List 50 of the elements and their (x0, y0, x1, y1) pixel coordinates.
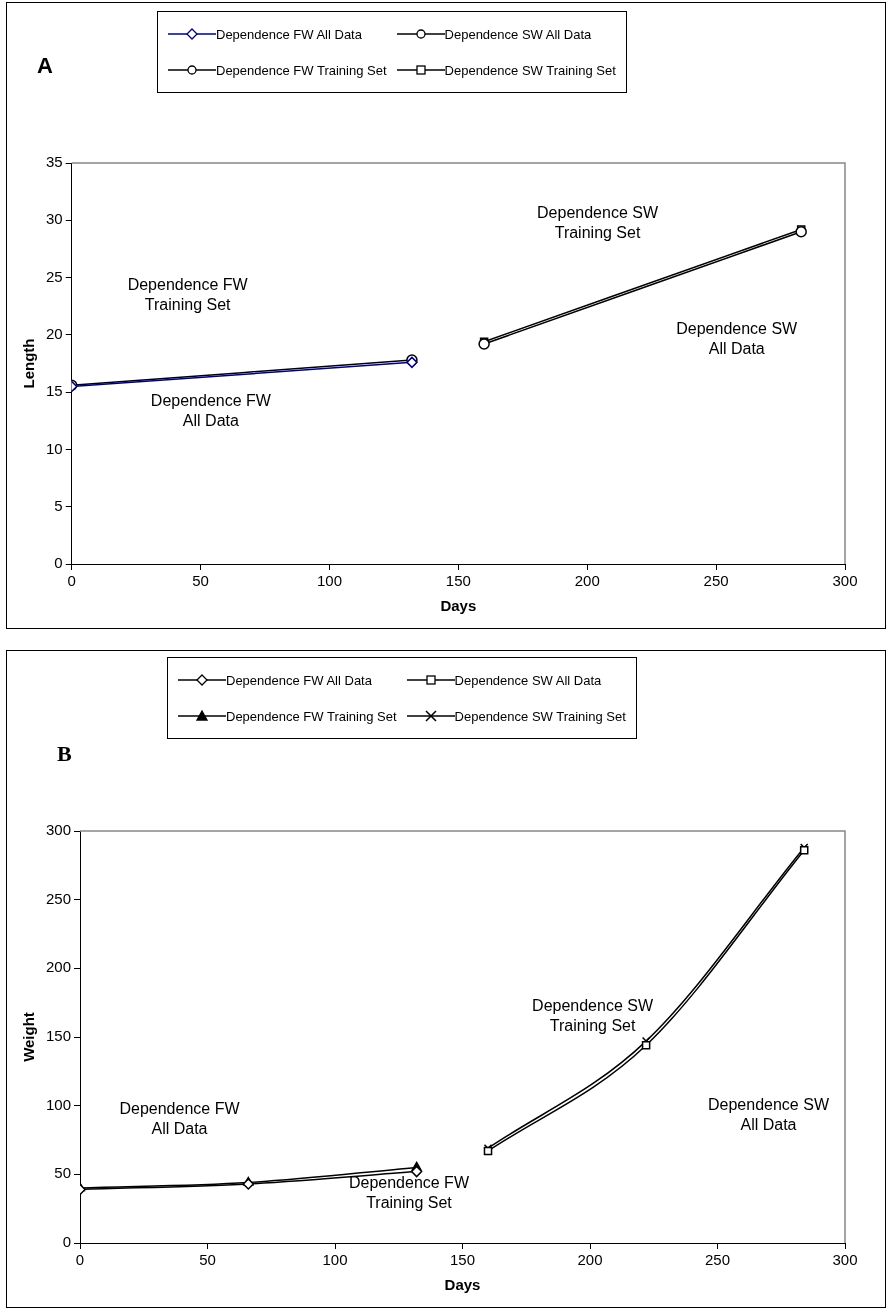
chart-title: B (57, 741, 72, 767)
x-axis-title: Days (444, 1276, 481, 1294)
legend-label: Dependence SW Training Set (444, 62, 616, 78)
y-tick-label: 0 (62, 1233, 72, 1251)
y-tick-label: 35 (46, 153, 63, 171)
y-tick-label: 300 (46, 821, 72, 839)
annotation: Dependence SW Training Set (537, 203, 659, 241)
y-tick-label: 10 (46, 439, 63, 457)
x-tick-label: 200 (574, 572, 600, 590)
legend-label: Dependence SW All Data (454, 672, 602, 688)
y-tick-label: 50 (54, 1164, 72, 1182)
legend-label: Dependence FW All Data (216, 26, 362, 42)
y-tick-label: 0 (54, 554, 63, 572)
y-tick-label: 25 (46, 267, 63, 285)
annotation: Dependence SW Training Set (532, 996, 654, 1034)
x-tick-label: 50 (192, 572, 209, 590)
legend-label: Dependence SW All Data (444, 26, 592, 42)
x-tick-label: 0 (75, 1251, 85, 1269)
annotation: Dependence SW All Data (708, 1095, 830, 1133)
chart-title: A (37, 53, 53, 79)
legend-label: Dependence FW Training Set (216, 62, 387, 78)
annotation: Dependence FW Training Set (127, 275, 249, 313)
annotation: Dependence FW Training Set (348, 1173, 470, 1211)
legend-label: Dependence FW All Data (226, 672, 372, 688)
x-tick-label: 100 (322, 1251, 348, 1269)
y-tick-label: 250 (46, 889, 72, 907)
annotation: Dependence FW All Data (119, 1099, 241, 1137)
x-axis-title: Days (440, 597, 477, 615)
x-tick-label: 150 (450, 1251, 476, 1269)
x-tick-label: 250 (703, 572, 729, 590)
annotation: Dependence SW All Data (676, 319, 799, 357)
x-tick-label: 300 (832, 572, 858, 590)
x-tick-label: 100 (316, 572, 342, 590)
y-axis-title: Weight (20, 1012, 38, 1062)
legend-label: Dependence FW Training Set (226, 708, 397, 724)
legend-label: Dependence SW Training Set (454, 708, 626, 724)
y-tick-label: 100 (46, 1095, 72, 1113)
annotation: Dependence FW All Data (150, 392, 272, 430)
x-tick-label: 200 (577, 1251, 603, 1269)
y-tick-label: 200 (46, 958, 72, 976)
x-tick-label: 300 (832, 1251, 858, 1269)
y-tick-label: 30 (46, 210, 63, 228)
y-tick-label: 20 (46, 325, 63, 342)
y-axis-title: Length (20, 338, 38, 389)
x-tick-label: 50 (199, 1251, 216, 1269)
y-tick-label: 150 (46, 1027, 72, 1045)
y-tick-label: 5 (54, 496, 63, 514)
y-tick-label: 15 (46, 382, 63, 400)
x-tick-label: 150 (445, 572, 471, 590)
x-tick-label: 250 (704, 1251, 731, 1269)
